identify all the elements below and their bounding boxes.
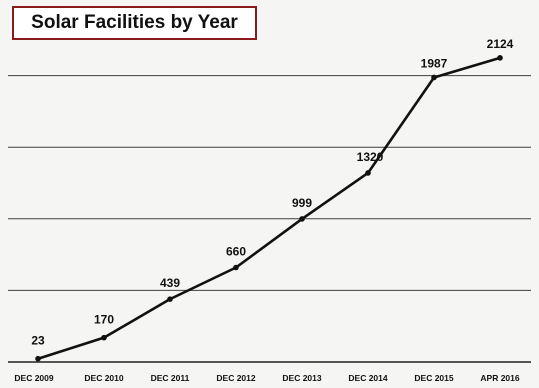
data-point bbox=[497, 55, 503, 61]
x-tick-label: DEC 2010 bbox=[84, 373, 123, 383]
data-point bbox=[35, 355, 41, 362]
data-label: 439 bbox=[160, 276, 180, 290]
data-label: 23 bbox=[31, 334, 45, 348]
data-label: 660 bbox=[226, 244, 246, 258]
data-point bbox=[167, 296, 173, 302]
data-label: 170 bbox=[94, 313, 114, 327]
x-tick-label: DEC 2014 bbox=[348, 373, 387, 383]
data-point bbox=[101, 334, 107, 341]
data-label: 1320 bbox=[357, 150, 384, 164]
x-tick-label: DEC 2009 bbox=[14, 373, 53, 383]
x-tick-labels: DEC 2009 DEC 2010 DEC 2011 DEC 2012 DEC 2013… bbox=[14, 373, 519, 383]
x-tick-label: DEC 2011 bbox=[151, 373, 190, 383]
data-point bbox=[233, 264, 239, 271]
series bbox=[35, 55, 503, 362]
series-line bbox=[37, 56, 501, 360]
x-tick-label: DEC 2013 bbox=[282, 373, 321, 383]
data-label: 1987 bbox=[421, 56, 448, 70]
data-point bbox=[299, 216, 305, 222]
data-label: 2124 bbox=[487, 37, 514, 51]
x-tick-label: DEC 2012 bbox=[216, 373, 255, 383]
data-point bbox=[431, 74, 437, 81]
x-tick-label: APR 2016 bbox=[480, 373, 519, 383]
data-point bbox=[365, 170, 371, 176]
data-labels: 23 170 439 660 999 1320 1987 2124 bbox=[31, 37, 513, 348]
chart-title: Solar Facilities by Year bbox=[12, 6, 257, 40]
x-tick-label: DEC 2015 bbox=[414, 373, 453, 383]
data-label: 999 bbox=[292, 196, 312, 210]
gridlines bbox=[8, 75, 531, 363]
